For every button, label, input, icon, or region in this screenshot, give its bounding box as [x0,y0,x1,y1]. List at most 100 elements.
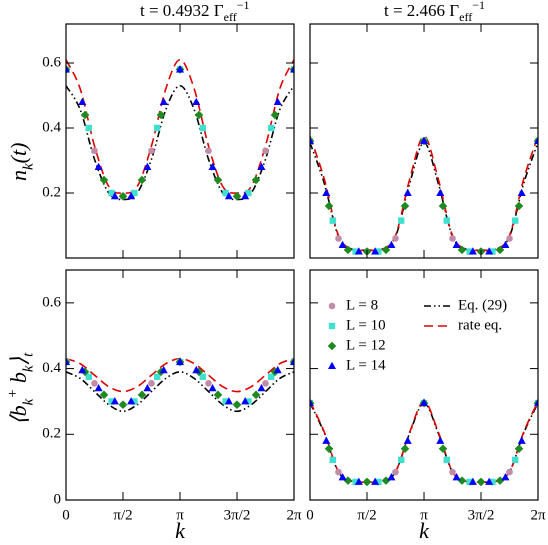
y-axis-label-part: ⟩ [6,356,31,365]
marker [176,65,185,73]
marker [251,175,261,185]
marker [400,201,410,211]
marker [489,248,496,255]
marker [78,97,87,105]
y-axis-label: ⟨bk+ bk⟩t [5,352,36,425]
y-axis-label: nk(t) [6,143,37,181]
marker [387,473,396,481]
y-tick-label: 0.6 [42,54,61,70]
marker [232,400,242,410]
legend-marker [328,302,336,310]
panel-title-part: t = 2.466 Γ [384,1,459,20]
marker [94,162,103,170]
x-tick-label: 3π/2 [468,507,495,523]
legend-label: L = 8 [346,297,378,313]
marker [324,201,334,211]
x-axis-label: k [419,518,430,543]
marker [213,390,223,400]
panel-title-part: t = 0.4932 Γ [140,1,224,20]
marker [438,201,448,211]
marker [127,191,136,200]
legend-label: Eq. (29) [458,297,507,313]
marker [420,398,429,407]
marker [403,436,412,444]
frame [309,23,539,259]
plot-area [66,58,294,201]
curve [66,371,294,413]
marker [512,456,519,464]
y-axis-label-part: k [21,163,37,170]
marker [153,124,161,132]
y-axis-label-part: b [6,372,31,389]
marker [443,217,451,224]
marker [176,357,185,365]
marker [392,468,399,476]
marker [273,365,282,374]
x-tick-label: 2π [530,507,546,523]
marker [232,191,242,201]
marker [397,456,405,464]
x-tick-label: π [176,507,184,523]
y-tick-label: 0.6 [42,294,61,310]
marker [251,390,261,400]
marker [66,65,70,73]
marker [208,383,217,392]
marker [371,477,380,485]
curve [66,84,294,201]
marker [338,240,347,248]
marker [222,189,229,197]
marker [208,162,217,170]
marker [387,240,396,248]
marker [495,476,505,485]
marker [224,191,233,200]
marker [245,189,252,197]
marker [514,444,524,454]
x-tick-label: π [420,507,428,523]
marker [343,476,353,485]
marker [452,240,461,248]
marker [159,97,168,105]
marker [392,235,399,242]
marker [485,247,494,255]
marker [310,136,314,144]
marker [131,189,138,197]
marker [397,217,405,224]
marker [506,468,513,476]
marker [495,245,505,255]
y-axis-label-part: k [21,398,37,405]
plot-area [310,135,538,256]
marker [438,444,448,454]
y-axis-label-part: n [6,170,31,181]
panel-title-part: −1 [472,0,485,12]
frame [65,269,295,501]
marker [192,97,201,105]
marker [290,357,294,365]
marker [514,201,524,211]
marker [262,380,269,387]
marker [66,357,70,365]
marker [80,110,90,120]
panel-title-part: eff [459,10,472,24]
marker [110,397,119,405]
marker [194,110,204,120]
marker [127,397,136,405]
curve [310,400,538,484]
marker [322,188,331,196]
marker [85,373,92,380]
marker [310,398,314,407]
x-axis-label: k [175,518,186,543]
marker [506,235,513,242]
marker [156,110,166,120]
panel-title: t = 2.466 Γeff−1 [384,0,485,24]
marker [501,473,510,481]
marker [85,124,92,132]
marker [241,397,250,405]
marker [329,217,336,224]
marker [143,383,152,392]
marker [476,477,486,487]
marker [371,247,380,255]
marker [466,478,473,486]
panel-title: t = 0.4932 Γeff−1 [140,0,250,24]
marker [375,248,382,255]
x-tick-label: π/2 [113,507,132,523]
